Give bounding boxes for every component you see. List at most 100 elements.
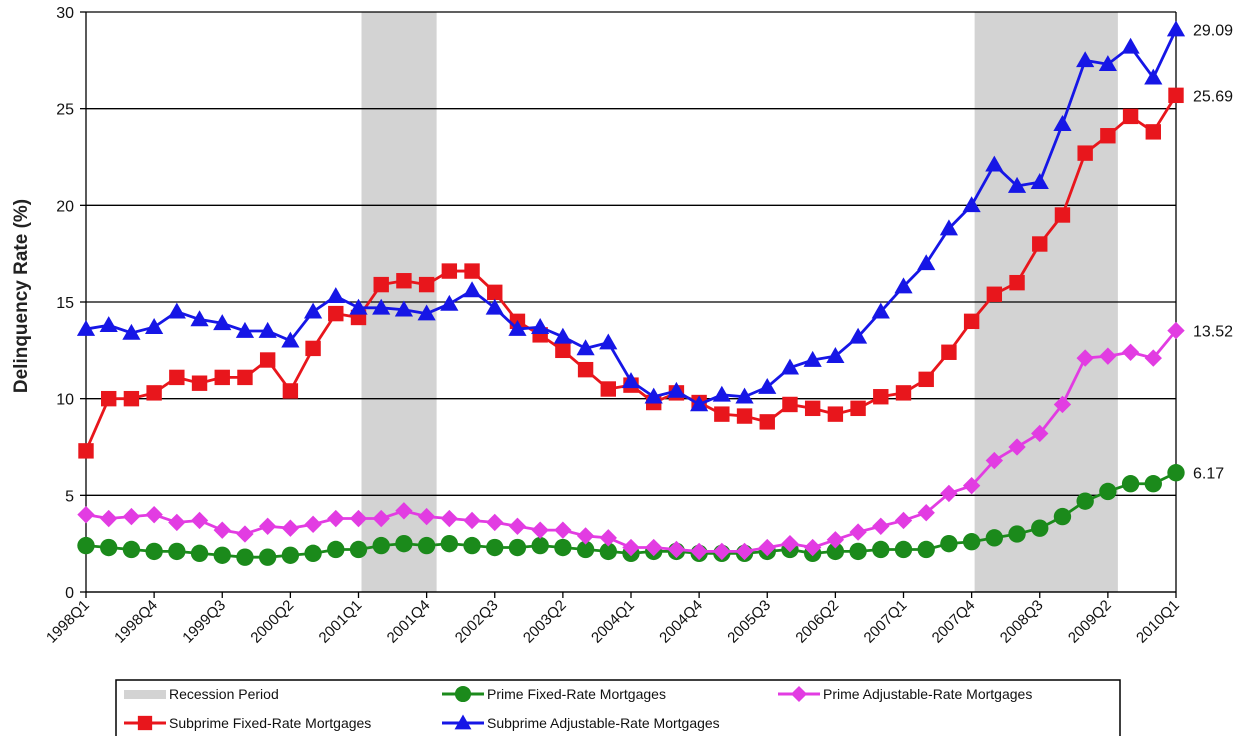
x-tick-label: 2001Q4 — [384, 597, 434, 647]
data-point — [122, 323, 141, 340]
data-point — [872, 517, 890, 535]
data-point — [236, 525, 254, 543]
data-point — [1053, 115, 1072, 131]
data-point — [940, 534, 958, 553]
data-point — [1008, 438, 1026, 456]
data-point — [1167, 464, 1185, 482]
data-point — [985, 451, 1004, 470]
y-tick-label: 15 — [56, 295, 74, 312]
data-point — [1076, 492, 1094, 510]
x-tick-label: 1998Q1 — [43, 597, 93, 647]
x-tick-label: 2009Q2 — [1065, 597, 1115, 647]
data-point — [235, 321, 255, 338]
data-point — [758, 377, 777, 394]
data-point — [985, 529, 1004, 547]
data-point — [417, 507, 436, 526]
data-point — [894, 511, 913, 530]
data-point — [531, 536, 549, 555]
data-point — [122, 540, 141, 559]
data-point — [1121, 343, 1140, 361]
data-point — [191, 375, 208, 391]
data-point — [644, 387, 663, 404]
data-point — [667, 381, 686, 398]
data-point — [1032, 236, 1048, 252]
data-point — [1122, 108, 1139, 125]
data-point — [713, 542, 731, 561]
legend-item-subprime-fixed-rate-mortgages: Subprime Fixed-Rate Mortgages — [124, 715, 371, 731]
data-point — [327, 540, 345, 559]
data-point — [555, 342, 571, 359]
data-point — [690, 395, 709, 412]
data-point — [1121, 475, 1140, 493]
data-point — [986, 286, 1003, 302]
data-point — [1099, 482, 1117, 501]
data-point — [145, 542, 163, 561]
data-point — [281, 546, 300, 564]
data-point — [780, 358, 800, 375]
x-tick-label: 2007Q4 — [929, 597, 979, 647]
legend-label: Prime Adjustable-Rate Mortgages — [823, 686, 1032, 702]
data-point — [1100, 128, 1116, 144]
data-point — [531, 318, 550, 334]
data-point — [167, 302, 186, 319]
data-point — [941, 344, 957, 360]
data-point — [1144, 475, 1162, 493]
legend-marker — [454, 714, 472, 730]
series-subprime-adjustable-rate-mortgages — [76, 20, 1186, 412]
data-point — [1166, 20, 1186, 37]
data-point — [827, 406, 844, 422]
legend-item-recession-period: Recession Period — [124, 686, 279, 702]
data-point — [281, 519, 300, 537]
data-point — [940, 484, 958, 503]
end-label-prime-fixed-rate-mortgages: 6.17 — [1193, 466, 1224, 483]
data-point — [76, 319, 96, 336]
y-tick-label: 25 — [56, 102, 74, 119]
legend-box — [115, 679, 1121, 741]
data-point — [645, 538, 663, 557]
data-point — [600, 381, 616, 397]
data-point — [440, 534, 459, 553]
data-point — [395, 502, 413, 520]
legend-swatch — [124, 690, 166, 699]
data-point — [282, 383, 299, 399]
x-tick-label: 2001Q1 — [316, 597, 366, 647]
end-label-subprime-fixed-rate-mortgages: 25.69 — [1193, 88, 1233, 105]
data-point — [531, 521, 549, 539]
data-point — [735, 387, 754, 404]
data-point — [258, 548, 277, 566]
data-point — [803, 350, 822, 367]
y-tick-label: 20 — [56, 198, 74, 215]
legend-item-prime-fixed-rate-mortgages: Prime Fixed-Rate Mortgages — [442, 685, 666, 703]
data-point — [917, 504, 935, 522]
x-tick-label: 2006Q2 — [792, 597, 842, 647]
data-point — [1008, 525, 1026, 543]
data-point — [918, 371, 934, 388]
data-point — [781, 534, 799, 553]
data-point — [305, 340, 321, 357]
data-point — [373, 276, 389, 293]
data-point — [190, 511, 209, 530]
data-point — [372, 509, 390, 528]
data-point — [486, 538, 504, 557]
data-point — [690, 542, 708, 561]
data-point — [168, 542, 186, 561]
data-point — [258, 321, 277, 338]
series-prime-adjustable-rate-mortgages — [77, 321, 1185, 561]
data-point — [213, 546, 231, 564]
x-tick-label: 1998Q4 — [111, 597, 161, 647]
data-point — [1168, 87, 1184, 104]
data-point — [576, 339, 595, 356]
data-point — [463, 536, 481, 555]
x-tick-label: 1999Q3 — [179, 597, 229, 647]
x-tick-label: 2004Q1 — [588, 597, 638, 647]
data-point — [917, 540, 935, 559]
data-point — [372, 298, 391, 315]
data-point — [486, 513, 504, 532]
data-point — [759, 414, 775, 430]
data-point — [237, 369, 253, 386]
data-point — [1053, 395, 1072, 414]
data-point — [396, 273, 412, 289]
data-point — [485, 298, 504, 315]
